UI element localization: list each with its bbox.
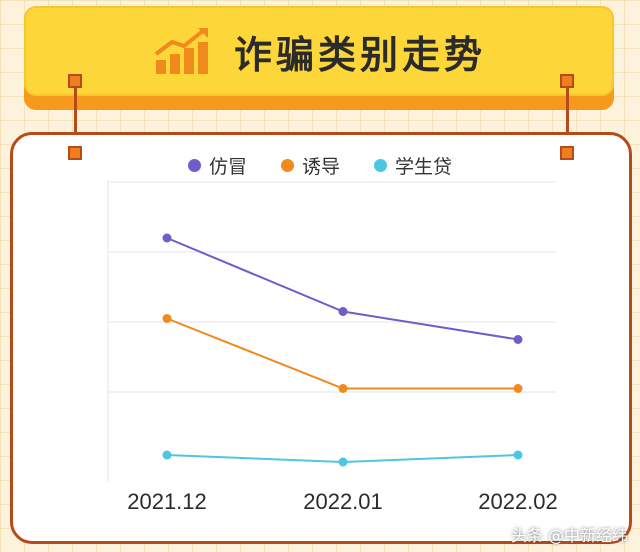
right-top-node [560,74,574,88]
data-point-1-2 [513,384,523,393]
data-point-2-2 [513,450,523,460]
data-point-1-1 [338,384,348,393]
data-point-1-0 [162,314,172,323]
legend-label: 诱导 [301,156,340,178]
right-bottom-node [560,146,574,160]
left-top-node [68,74,82,88]
left-bottom-node [68,146,82,160]
bar-chart-trend-icon [154,28,208,74]
series-line-0 [166,237,519,341]
legend-item-1: 诱导 [280,152,340,179]
legend-item-2: 学生贷 [374,152,452,179]
x-tick-label: 2021.12 [127,489,207,514]
data-point-0-0 [162,233,172,243]
chart-card [10,132,632,544]
legend-dot [374,159,387,172]
legend-label: 仿冒 [208,156,247,178]
legend: 仿冒 诱导 学生贷 [0,152,640,179]
data-point-2-1 [338,457,348,467]
title-banner: 诈骗类别走势 [24,6,614,96]
x-tick-label: 2022.02 [478,489,558,514]
series-line-1 [166,317,518,390]
legend-label: 学生贷 [395,156,453,178]
right-connector [566,82,569,154]
legend-dot [280,159,294,172]
watermark: 头条 @中新经纬 [510,526,628,545]
data-point-0-1 [338,307,348,316]
data-point-0-2 [513,335,523,344]
x-tick-label: 2022.01 [303,489,383,514]
legend-item-0: 仿冒 [187,152,247,179]
left-connector [74,82,77,154]
page-title: 诈骗类别走势 [233,32,486,77]
data-point-2-0 [162,450,172,460]
legend-dot [187,159,201,172]
